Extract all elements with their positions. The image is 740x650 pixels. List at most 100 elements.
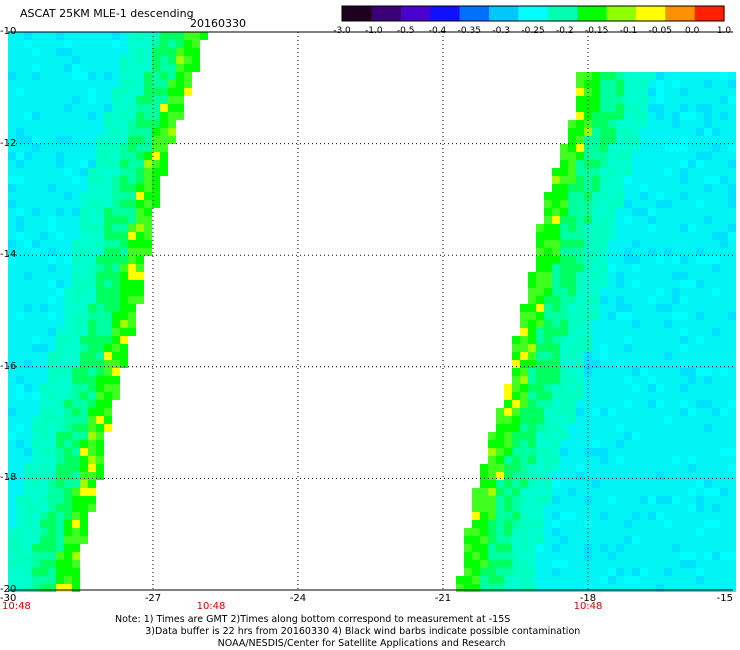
field-cell [8, 448, 16, 456]
field-cell [256, 360, 264, 368]
field-cell [408, 440, 416, 448]
field-cell [520, 224, 528, 232]
field-cell [712, 224, 720, 232]
field-cell [184, 32, 192, 40]
field-cell [120, 352, 128, 360]
field-cell [496, 344, 504, 352]
field-cell [192, 408, 200, 416]
field-cell [608, 376, 616, 384]
field-cell [600, 96, 608, 104]
field-cell [328, 216, 336, 224]
field-cell [416, 264, 424, 272]
field-cell [192, 328, 200, 336]
field-cell [8, 176, 16, 184]
field-cell [352, 48, 360, 56]
field-cell [208, 344, 216, 352]
field-cell [320, 224, 328, 232]
field-cell [336, 280, 344, 288]
field-cell [640, 320, 648, 328]
field-cell [216, 184, 224, 192]
field-cell [520, 288, 528, 296]
field-cell [448, 48, 456, 56]
field-cell [352, 72, 360, 80]
field-cell [176, 144, 184, 152]
field-cell [248, 384, 256, 392]
field-cell [392, 200, 400, 208]
field-cell [112, 112, 120, 120]
field-cell [432, 400, 440, 408]
field-cell [56, 336, 64, 344]
field-cell [200, 352, 208, 360]
field-cell [104, 88, 112, 96]
field-cell [648, 216, 656, 224]
field-cell [424, 376, 432, 384]
field-cell [640, 296, 648, 304]
field-cell [80, 64, 88, 72]
field-cell [368, 256, 376, 264]
field-cell [472, 320, 480, 328]
field-cell [344, 104, 352, 112]
field-cell [616, 400, 624, 408]
field-cell [416, 416, 424, 424]
field-cell [504, 128, 512, 136]
field-cell [384, 144, 392, 152]
field-cell [72, 208, 80, 216]
field-cell [336, 272, 344, 280]
field-cell [88, 112, 96, 120]
field-cell [504, 40, 512, 48]
field-cell [176, 40, 184, 48]
field-cell [104, 392, 112, 400]
field-cell [592, 104, 600, 112]
field-cell [416, 120, 424, 128]
field-cell [616, 240, 624, 248]
field-cell [360, 352, 368, 360]
field-cell [80, 416, 88, 424]
field-cell [728, 296, 736, 304]
field-cell [248, 208, 256, 216]
field-cell [104, 56, 112, 64]
field-cell [704, 352, 712, 360]
field-cell [24, 448, 32, 456]
field-cell [704, 320, 712, 328]
field-cell [368, 208, 376, 216]
field-cell [392, 336, 400, 344]
field-cell [80, 456, 88, 464]
field-cell [120, 440, 128, 448]
field-cell [264, 168, 272, 176]
field-cell [440, 368, 448, 376]
field-cell [136, 400, 144, 408]
field-cell [704, 384, 712, 392]
field-cell [504, 376, 512, 384]
field-cell [200, 56, 208, 64]
field-cell [160, 136, 168, 144]
field-cell [80, 304, 88, 312]
field-cell [520, 48, 528, 56]
field-cell [448, 248, 456, 256]
field-cell [200, 368, 208, 376]
field-cell [480, 464, 488, 472]
field-cell [216, 400, 224, 408]
field-cell [456, 200, 464, 208]
field-cell [128, 160, 136, 168]
field-cell [384, 48, 392, 56]
field-cell [152, 232, 160, 240]
field-cell [496, 352, 504, 360]
field-cell [240, 104, 248, 112]
field-cell [304, 128, 312, 136]
field-cell [400, 160, 408, 168]
field-cell [264, 352, 272, 360]
field-cell [552, 200, 560, 208]
field-cell [728, 136, 736, 144]
field-cell [72, 312, 80, 320]
field-cell [408, 256, 416, 264]
field-cell [336, 288, 344, 296]
field-cell [592, 352, 600, 360]
field-cell [512, 392, 520, 400]
field-cell [704, 376, 712, 384]
field-cell [40, 320, 48, 328]
field-cell [600, 304, 608, 312]
field-cell [200, 392, 208, 400]
field-cell [632, 376, 640, 384]
field-cell [648, 104, 656, 112]
field-cell [392, 80, 400, 88]
